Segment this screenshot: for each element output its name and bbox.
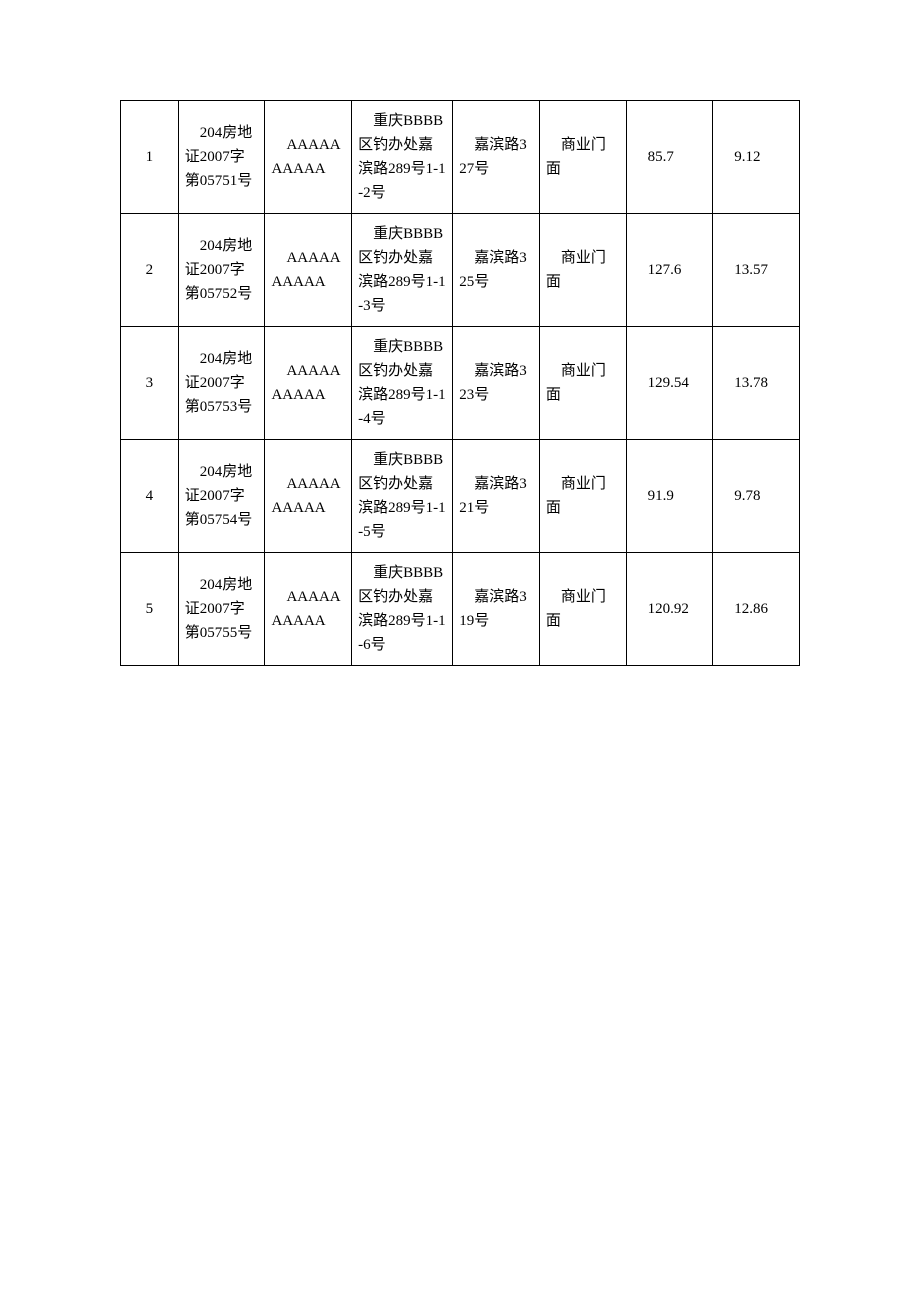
cell-cert: 204房地证2007字第05751号 bbox=[178, 101, 265, 214]
cell-addr1: 重庆BBBB区钓办处嘉滨路289号1-1-3号 bbox=[352, 214, 453, 327]
cell-idx: 3 bbox=[121, 327, 179, 440]
cell-owner: AAAAAAAAAA bbox=[265, 101, 352, 214]
cell-num2: 13.78 bbox=[713, 327, 800, 440]
cell-addr2: 嘉滨路321号 bbox=[453, 440, 540, 553]
cell-cert: 204房地证2007字第05753号 bbox=[178, 327, 265, 440]
cell-num1: 127.6 bbox=[626, 214, 713, 327]
cell-type: 商业门面 bbox=[539, 327, 626, 440]
cell-addr2: 嘉滨路319号 bbox=[453, 553, 540, 666]
cell-addr1: 重庆BBBB区钓办处嘉滨路289号1-1-5号 bbox=[352, 440, 453, 553]
cell-cert: 204房地证2007字第05752号 bbox=[178, 214, 265, 327]
cell-addr2: 嘉滨路325号 bbox=[453, 214, 540, 327]
cell-cert: 204房地证2007字第05755号 bbox=[178, 553, 265, 666]
cell-num2: 9.12 bbox=[713, 101, 800, 214]
property-table: 1 204房地证2007字第05751号 AAAAAAAAAA 重庆BBBB区钓… bbox=[120, 100, 800, 666]
cell-addr2: 嘉滨路327号 bbox=[453, 101, 540, 214]
cell-num1: 91.9 bbox=[626, 440, 713, 553]
cell-addr1: 重庆BBBB区钓办处嘉滨路289号1-1-2号 bbox=[352, 101, 453, 214]
cell-addr1: 重庆BBBB区钓办处嘉滨路289号1-1-6号 bbox=[352, 553, 453, 666]
cell-owner: AAAAAAAAAA bbox=[265, 440, 352, 553]
table-row: 1 204房地证2007字第05751号 AAAAAAAAAA 重庆BBBB区钓… bbox=[121, 101, 800, 214]
table-row: 2 204房地证2007字第05752号 AAAAAAAAAA 重庆BBBB区钓… bbox=[121, 214, 800, 327]
cell-num1: 129.54 bbox=[626, 327, 713, 440]
cell-type: 商业门面 bbox=[539, 101, 626, 214]
cell-num2: 9.78 bbox=[713, 440, 800, 553]
cell-idx: 4 bbox=[121, 440, 179, 553]
table-row: 3 204房地证2007字第05753号 AAAAAAAAAA 重庆BBBB区钓… bbox=[121, 327, 800, 440]
cell-type: 商业门面 bbox=[539, 214, 626, 327]
cell-idx: 2 bbox=[121, 214, 179, 327]
cell-owner: AAAAAAAAAA bbox=[265, 553, 352, 666]
cell-num1: 120.92 bbox=[626, 553, 713, 666]
cell-num1: 85.7 bbox=[626, 101, 713, 214]
cell-cert: 204房地证2007字第05754号 bbox=[178, 440, 265, 553]
cell-type: 商业门面 bbox=[539, 553, 626, 666]
cell-num2: 12.86 bbox=[713, 553, 800, 666]
cell-addr2: 嘉滨路323号 bbox=[453, 327, 540, 440]
cell-num2: 13.57 bbox=[713, 214, 800, 327]
cell-owner: AAAAAAAAAA bbox=[265, 214, 352, 327]
cell-owner: AAAAAAAAAA bbox=[265, 327, 352, 440]
cell-addr1: 重庆BBBB区钓办处嘉滨路289号1-1-4号 bbox=[352, 327, 453, 440]
table-row: 5 204房地证2007字第05755号 AAAAAAAAAA 重庆BBBB区钓… bbox=[121, 553, 800, 666]
table-body: 1 204房地证2007字第05751号 AAAAAAAAAA 重庆BBBB区钓… bbox=[121, 101, 800, 666]
cell-idx: 1 bbox=[121, 101, 179, 214]
table-row: 4 204房地证2007字第05754号 AAAAAAAAAA 重庆BBBB区钓… bbox=[121, 440, 800, 553]
cell-type: 商业门面 bbox=[539, 440, 626, 553]
cell-idx: 5 bbox=[121, 553, 179, 666]
